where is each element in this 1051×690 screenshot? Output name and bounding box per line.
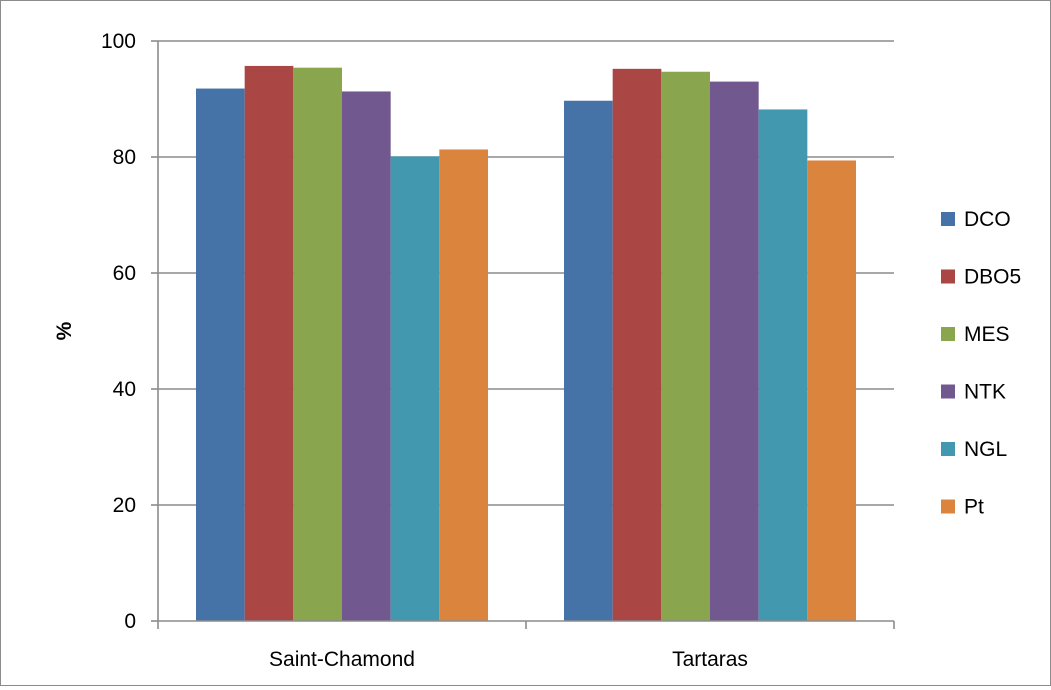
bar-dbo5-saint-chamond [244, 65, 294, 621]
legend-swatch-ntk [941, 384, 955, 399]
bar-pt-saint-chamond [439, 149, 488, 621]
bar-ngl-saint-chamond [390, 156, 440, 622]
y-axis-label: % [53, 321, 76, 340]
y-tick-label: 60 [113, 262, 136, 285]
legend-label-dco: DCO [964, 208, 1011, 231]
legend-label-mes: MES [964, 323, 1010, 346]
bars [196, 65, 856, 622]
legend-label-pt: Pt [964, 496, 984, 519]
y-tick-label: 100 [101, 30, 136, 53]
x-tick-label: Tartaras [672, 648, 748, 671]
y-tick-label: 20 [113, 494, 136, 517]
bar-ngl-tartaras [758, 109, 808, 621]
legend-swatch-dco [941, 212, 955, 226]
legend-swatch-mes [941, 327, 955, 341]
bar-pt-tartaras [807, 160, 856, 622]
legend-swatch-ngl [941, 442, 955, 456]
bar-dbo5-tartaras [612, 68, 662, 622]
y-tick-labels: 0 20 40 60 80 100 [101, 30, 136, 633]
legend-label-dbo5: DBO5 [964, 266, 1021, 289]
legend: DCO DBO5 MES NTK NGL Pt [941, 208, 1021, 519]
bar-mes-saint-chamond [293, 67, 342, 622]
y-tick-label: 0 [124, 610, 136, 633]
bar-ntk-tartaras [710, 81, 759, 622]
y-tick-label: 40 [113, 378, 136, 401]
x-tick-labels: Saint-Chamond Tartaras [269, 648, 748, 671]
x-tick-label: Saint-Chamond [269, 648, 415, 671]
legend-label-ntk: NTK [964, 381, 1006, 404]
legend-label-ngl: NGL [964, 438, 1007, 461]
axes [151, 40, 895, 629]
legend-swatch-pt [941, 499, 955, 514]
bar-dco-tartaras [564, 100, 613, 622]
y-tick-label: 80 [113, 146, 136, 169]
bar-mes-tartaras [661, 71, 710, 622]
bar-ntk-saint-chamond [342, 91, 391, 621]
bar-dco-saint-chamond [196, 88, 245, 621]
legend-swatch-dbo5 [941, 269, 955, 284]
